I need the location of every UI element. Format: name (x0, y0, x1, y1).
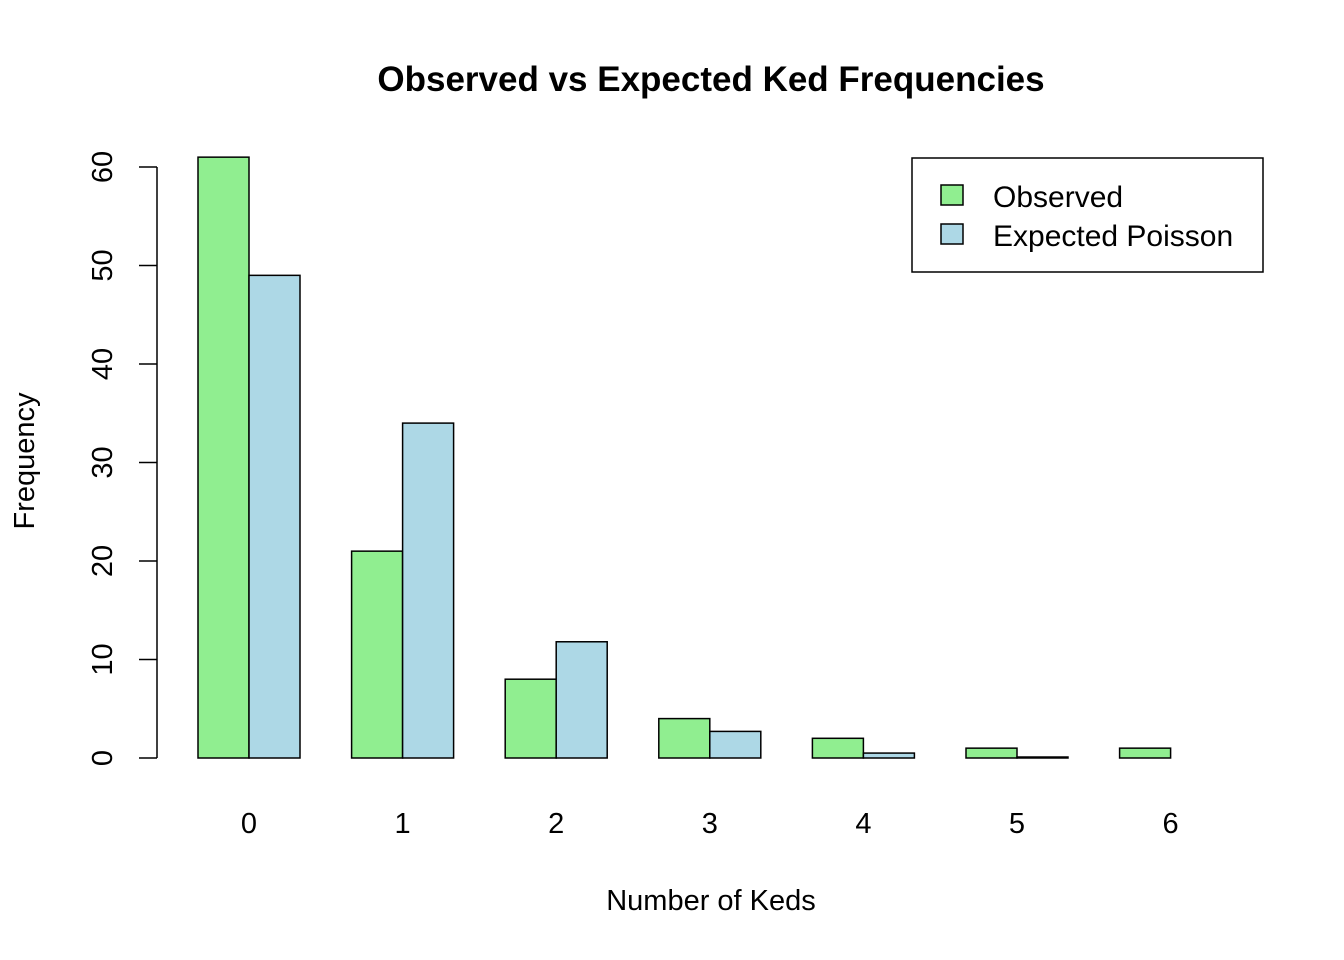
bar-observed-6 (1118, 747, 1172, 759)
x-tick-label: 6 (1163, 808, 1179, 840)
bars-group (197, 156, 1172, 759)
x-tick-label: 2 (548, 808, 564, 840)
bar-expected-poisson-5 (1016, 756, 1069, 759)
legend-box (911, 157, 1264, 273)
x-axis-label: Number of Keds (606, 885, 816, 917)
y-tick-label: 10 (87, 643, 119, 675)
y-tick-label: 40 (87, 348, 119, 380)
bar-expected-poisson-3 (709, 730, 762, 759)
bar-observed-4 (811, 737, 865, 759)
legend-label-observed: Observed (993, 181, 1123, 214)
x-tick-label: 4 (855, 808, 871, 840)
bar-expected-poisson-2 (555, 641, 608, 759)
y-axis: 0 10 20 30 40 50 60 (87, 151, 158, 766)
bar-expected-poisson-1 (401, 422, 455, 759)
y-tick-label: 30 (87, 446, 119, 478)
y-tick-label: 60 (87, 151, 119, 183)
bar-expected-poisson-0 (248, 274, 301, 759)
x-tick-label: 0 (241, 808, 257, 840)
x-tick-labels: 0 1 2 3 4 5 6 (241, 808, 1179, 840)
y-tick-label: 0 (87, 750, 119, 766)
bar-observed-5 (965, 747, 1018, 759)
x-tick-label: 1 (395, 808, 411, 840)
x-tick-label: 5 (1009, 808, 1025, 840)
chart-title: Observed vs Expected Ked Frequencies (377, 60, 1044, 99)
bar-observed-1 (350, 550, 404, 759)
x-tick-label: 3 (702, 808, 718, 840)
y-tick-label: 50 (87, 249, 119, 281)
bar-observed-3 (658, 717, 711, 759)
legend-label-expected-poisson: Expected Poisson (993, 220, 1233, 253)
bar-observed-2 (504, 678, 557, 759)
legend-swatch-observed (940, 184, 964, 206)
y-tick-label: 20 (87, 545, 119, 577)
y-axis-label: Frequency (9, 392, 41, 530)
bar-observed-0 (197, 156, 250, 759)
legend: Observed Expected Poisson (911, 157, 1264, 273)
legend-swatch-expected-poisson (940, 223, 964, 245)
bar-expected-poisson-4 (862, 752, 916, 759)
